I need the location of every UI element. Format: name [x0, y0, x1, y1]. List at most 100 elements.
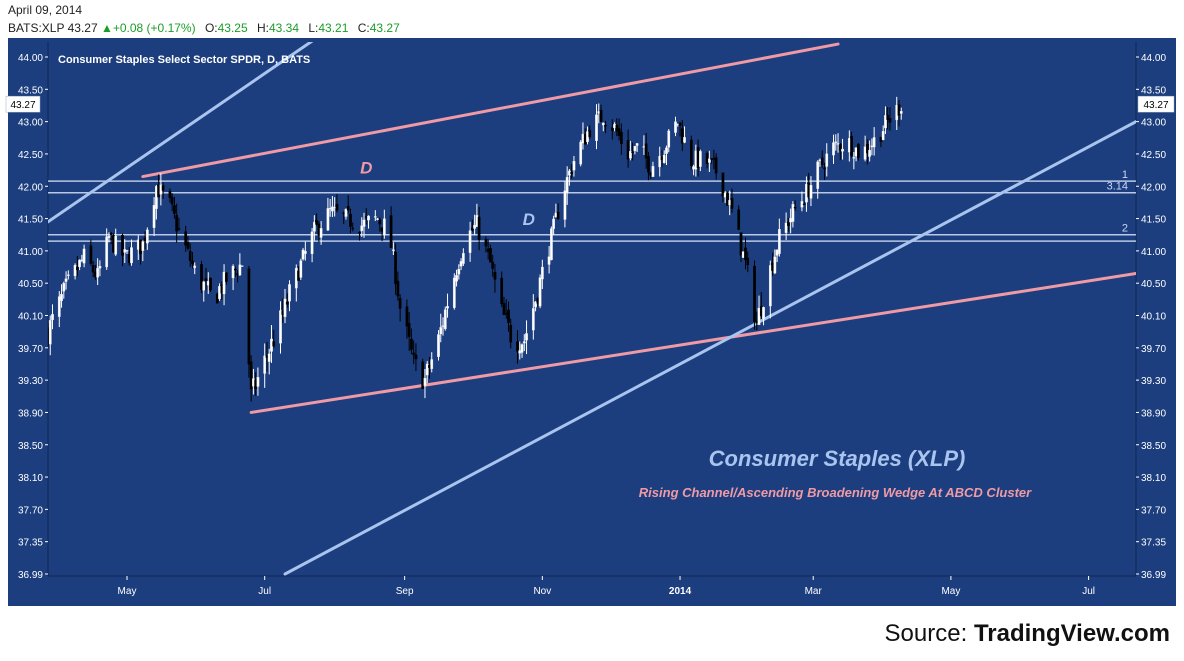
candle — [753, 260, 756, 330]
candle — [563, 181, 567, 228]
candle-body — [421, 361, 425, 389]
candle — [373, 210, 377, 222]
candle — [177, 217, 181, 232]
candle — [489, 244, 492, 263]
candle-body — [73, 264, 77, 277]
candle-body — [107, 236, 111, 238]
candle-body — [139, 239, 142, 255]
last-price-label: 43.27 — [1143, 100, 1168, 111]
candle — [787, 217, 790, 232]
candle — [96, 258, 100, 286]
candle-body — [428, 364, 431, 368]
candle-body — [809, 184, 813, 199]
candle — [175, 203, 179, 243]
x-tick-label: Sep — [396, 586, 414, 597]
candle — [601, 122, 605, 132]
price-chart[interactable]: 44.00 44.00 43.50 43.50 43.00 43.00 42.50 42.50… — [0, 38, 1184, 606]
candle — [631, 142, 634, 161]
candle-body — [787, 221, 790, 226]
candle — [588, 125, 592, 139]
candle-body — [755, 320, 759, 324]
candle-body — [351, 227, 355, 230]
y-tick-label-right: 41.50 — [1141, 215, 1166, 226]
candle — [762, 306, 765, 326]
candle-body — [708, 158, 711, 163]
candle — [231, 264, 235, 291]
candle — [437, 330, 440, 361]
candle-body — [410, 338, 413, 350]
candle-body — [807, 183, 811, 198]
candle-body — [313, 221, 316, 232]
candle — [459, 258, 463, 270]
candle — [396, 271, 400, 301]
candle — [392, 242, 395, 255]
candle — [619, 123, 623, 155]
candle — [741, 251, 745, 259]
y-tick-label-right: 39.70 — [1141, 344, 1166, 355]
level-label: 3.14 — [1107, 181, 1128, 193]
candle — [522, 334, 526, 352]
candle — [247, 266, 251, 378]
candle — [884, 106, 887, 134]
candle-body — [105, 236, 109, 268]
candle-body — [443, 309, 447, 330]
y-tick-label-left: 40.50 — [18, 279, 43, 290]
candle-body — [360, 225, 364, 232]
candle-body — [283, 298, 287, 317]
up-triangle-icon: ▲ — [100, 21, 113, 35]
candle-body — [694, 150, 698, 170]
candle-body — [317, 223, 321, 236]
candle-body — [552, 218, 555, 229]
candle-body — [762, 307, 765, 319]
candle — [299, 258, 303, 280]
candle-body — [62, 282, 66, 292]
y-tick-label-right: 40.50 — [1141, 279, 1166, 290]
candle-body — [536, 298, 540, 304]
candle-body — [75, 266, 79, 271]
candle-body — [768, 265, 772, 307]
candle-body — [252, 378, 255, 387]
candle-body — [234, 268, 237, 271]
candle — [234, 266, 237, 278]
candle-body — [710, 158, 713, 160]
high-label: H: — [256, 21, 269, 35]
candle-body — [382, 218, 386, 236]
x-tick-label: Nov — [533, 586, 551, 597]
candle — [850, 131, 853, 158]
candle — [552, 215, 555, 235]
candle — [525, 320, 528, 355]
candle-body — [315, 220, 318, 225]
candle-body — [613, 124, 616, 129]
y-tick-label-left: 38.90 — [18, 408, 43, 419]
candle-body — [525, 333, 528, 341]
candle-body — [737, 209, 741, 230]
x-axis: May Jul Sep Nov 2014 Mar May Jul — [118, 576, 1095, 597]
candle-body — [344, 209, 348, 217]
open-label: O: — [204, 21, 218, 35]
candle-body — [662, 154, 666, 164]
candle — [161, 182, 165, 199]
candle-body — [154, 186, 158, 209]
candle-body — [540, 266, 544, 280]
candle-body — [425, 363, 429, 376]
candle — [784, 212, 788, 240]
candle-body — [89, 245, 93, 264]
candle — [457, 264, 461, 280]
candle-body — [48, 320, 52, 345]
candle-body — [778, 228, 781, 254]
candle — [105, 228, 109, 270]
candle-body — [610, 127, 614, 131]
candle-body — [159, 184, 163, 195]
candle — [222, 264, 226, 306]
y-tick-label-right: 43.00 — [1141, 118, 1166, 129]
candle-body — [373, 216, 377, 218]
candle-body — [619, 131, 623, 145]
quote-header: April 09, 2014 BATS:XLP 43.27 ▲+0.08 (+0… — [0, 0, 1184, 40]
annotation-title: Consumer Staples (XLP) — [709, 446, 966, 471]
candle-body — [477, 216, 481, 240]
candle — [791, 201, 795, 228]
x-tick-label: 2014 — [669, 586, 692, 597]
candle-body — [254, 379, 258, 389]
candle — [674, 116, 677, 137]
candle — [313, 215, 316, 241]
